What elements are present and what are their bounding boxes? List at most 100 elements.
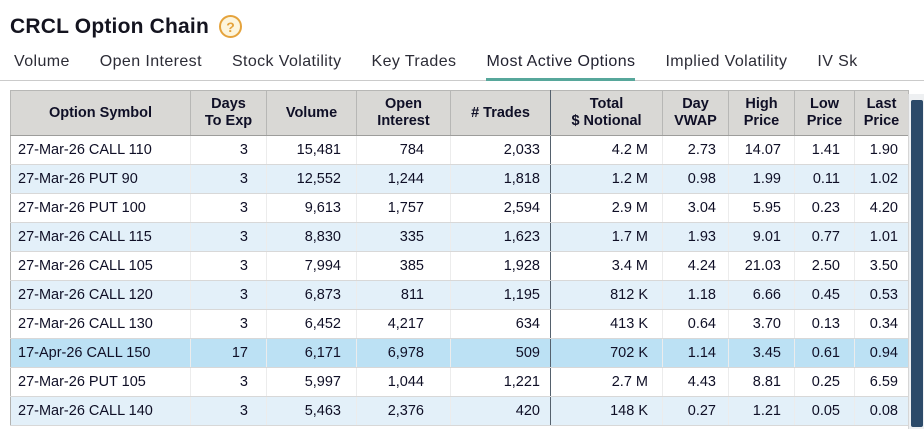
cell-days-to-exp: 3 bbox=[190, 251, 267, 281]
cell-symbol: 17-Apr-26 CALL 150 bbox=[10, 338, 191, 368]
cell-volume: 15,481 bbox=[266, 135, 357, 165]
cell-symbol: 27-Mar-26 CALL 110 bbox=[10, 135, 191, 165]
cell-high-price: 8.81 bbox=[728, 367, 795, 397]
table-row[interactable]: 27-Mar-26 PUT 100 3 9,613 1,757 2,594 2.9 M 3.… bbox=[10, 193, 909, 223]
cell-trades: 1,195 bbox=[450, 280, 551, 310]
cell-last-price: 1.01 bbox=[854, 222, 909, 252]
cell-trades: 634 bbox=[450, 309, 551, 339]
column-header[interactable]: Option Symbol bbox=[10, 90, 191, 136]
options-table: Option Symbol Days To Exp Volume Open Inter… bbox=[10, 90, 909, 426]
table-row[interactable]: 27-Mar-26 PUT 105 3 5,997 1,044 1,221 2.7 M 4.… bbox=[10, 367, 909, 397]
table-row[interactable]: 27-Mar-26 CALL 140 3 5,463 2,376 420 148 K 0.2… bbox=[10, 396, 909, 426]
column-header[interactable]: Days To Exp bbox=[190, 90, 267, 136]
cell-low-price: 0.13 bbox=[794, 309, 855, 339]
cell-low-price: 0.11 bbox=[794, 164, 855, 194]
cell-open-interest: 1,044 bbox=[356, 367, 451, 397]
cell-volume: 6,873 bbox=[266, 280, 357, 310]
cell-low-price: 0.61 bbox=[794, 338, 855, 368]
tab-stock-volatility[interactable]: Stock Volatility bbox=[231, 53, 342, 70]
cell-days-to-exp: 3 bbox=[190, 164, 267, 194]
cell-trades: 420 bbox=[450, 396, 551, 426]
cell-high-price: 1.99 bbox=[728, 164, 795, 194]
cell-last-price: 0.94 bbox=[854, 338, 909, 368]
title-row: CRCL Option Chain ? bbox=[0, 0, 924, 40]
help-icon[interactable]: ? bbox=[219, 15, 242, 38]
column-header[interactable]: Open Interest bbox=[356, 90, 451, 136]
cell-high-price: 1.21 bbox=[728, 396, 795, 426]
table-row[interactable]: 27-Mar-26 CALL 130 3 6,452 4,217 634 413 K 0.6… bbox=[10, 309, 909, 339]
table-body: 27-Mar-26 CALL 110 3 15,481 784 2,033 4.2 M 2.… bbox=[10, 135, 909, 426]
scrollbar-thumb[interactable] bbox=[911, 100, 923, 427]
page-title: CRCL Option Chain bbox=[10, 14, 209, 38]
cell-days-to-exp: 3 bbox=[190, 193, 267, 223]
cell-last-price: 0.08 bbox=[854, 396, 909, 426]
column-header[interactable]: Volume bbox=[266, 90, 357, 136]
cell-day-vwap: 0.98 bbox=[662, 164, 729, 194]
tab-iv-sk[interactable]: IV Sk bbox=[817, 53, 858, 70]
cell-days-to-exp: 17 bbox=[190, 338, 267, 368]
cell-trades: 1,928 bbox=[450, 251, 551, 281]
tab-open-interest[interactable]: Open Interest bbox=[99, 53, 202, 70]
cell-symbol: 27-Mar-26 CALL 140 bbox=[10, 396, 191, 426]
cell-volume: 9,613 bbox=[266, 193, 357, 223]
cell-day-vwap: 4.43 bbox=[662, 367, 729, 397]
tab-implied-volatility[interactable]: Implied Volatility bbox=[665, 53, 788, 70]
tab-volume[interactable]: Volume bbox=[14, 53, 70, 70]
cell-volume: 6,452 bbox=[266, 309, 357, 339]
cell-days-to-exp: 3 bbox=[190, 135, 267, 165]
column-header[interactable]: Last Price bbox=[854, 90, 909, 136]
table-wrap: Option Symbol Days To Exp Volume Open Inter… bbox=[10, 90, 909, 426]
cell-days-to-exp: 3 bbox=[190, 367, 267, 397]
cell-total-notional: 1.2 M bbox=[550, 164, 663, 194]
cell-total-notional: 2.7 M bbox=[550, 367, 663, 397]
cell-low-price: 0.25 bbox=[794, 367, 855, 397]
tab-most-active-options[interactable]: Most Active Options bbox=[486, 53, 636, 81]
cell-volume: 5,463 bbox=[266, 396, 357, 426]
cell-open-interest: 6,978 bbox=[356, 338, 451, 368]
cell-volume: 5,997 bbox=[266, 367, 357, 397]
table-row[interactable]: 17-Apr-26 CALL 150 17 6,171 6,978 509 702 K 1.… bbox=[10, 338, 909, 368]
cell-days-to-exp: 3 bbox=[190, 309, 267, 339]
table-row[interactable]: 27-Mar-26 CALL 115 3 8,830 335 1,623 1.7 M 1.9… bbox=[10, 222, 909, 252]
cell-open-interest: 1,757 bbox=[356, 193, 451, 223]
vertical-scrollbar[interactable] bbox=[908, 94, 924, 429]
cell-total-notional: 812 K bbox=[550, 280, 663, 310]
table-row[interactable]: 27-Mar-26 CALL 110 3 15,481 784 2,033 4.2 M 2.… bbox=[10, 135, 909, 165]
cell-days-to-exp: 3 bbox=[190, 280, 267, 310]
cell-high-price: 6.66 bbox=[728, 280, 795, 310]
cell-low-price: 0.45 bbox=[794, 280, 855, 310]
tab-bar: Volume Open Interest Stock Volatility Key T… bbox=[0, 53, 924, 81]
cell-trades: 1,623 bbox=[450, 222, 551, 252]
help-icon-glyph: ? bbox=[226, 18, 235, 35]
cell-volume: 7,994 bbox=[266, 251, 357, 281]
column-header[interactable]: # Trades bbox=[450, 90, 551, 136]
cell-low-price: 0.77 bbox=[794, 222, 855, 252]
cell-volume: 8,830 bbox=[266, 222, 357, 252]
column-header[interactable]: High Price bbox=[728, 90, 795, 136]
column-header[interactable]: Day VWAP bbox=[662, 90, 729, 136]
cell-high-price: 5.95 bbox=[728, 193, 795, 223]
cell-open-interest: 385 bbox=[356, 251, 451, 281]
tab-key-trades[interactable]: Key Trades bbox=[371, 53, 457, 70]
cell-day-vwap: 1.93 bbox=[662, 222, 729, 252]
cell-open-interest: 784 bbox=[356, 135, 451, 165]
table-row[interactable]: 27-Mar-26 PUT 90 3 12,552 1,244 1,818 1.2 M 0.… bbox=[10, 164, 909, 194]
cell-trades: 509 bbox=[450, 338, 551, 368]
column-header[interactable]: Total $ Notional bbox=[550, 90, 663, 136]
column-header[interactable]: Low Price bbox=[794, 90, 855, 136]
cell-total-notional: 702 K bbox=[550, 338, 663, 368]
cell-high-price: 3.70 bbox=[728, 309, 795, 339]
table-row[interactable]: 27-Mar-26 CALL 120 3 6,873 811 1,195 812 K 1.1… bbox=[10, 280, 909, 310]
cell-day-vwap: 3.04 bbox=[662, 193, 729, 223]
cell-total-notional: 3.4 M bbox=[550, 251, 663, 281]
cell-last-price: 0.34 bbox=[854, 309, 909, 339]
cell-low-price: 1.41 bbox=[794, 135, 855, 165]
table-row[interactable]: 27-Mar-26 CALL 105 3 7,994 385 1,928 3.4 M 4.2… bbox=[10, 251, 909, 281]
cell-open-interest: 1,244 bbox=[356, 164, 451, 194]
cell-high-price: 3.45 bbox=[728, 338, 795, 368]
cell-day-vwap: 0.64 bbox=[662, 309, 729, 339]
cell-low-price: 0.05 bbox=[794, 396, 855, 426]
cell-symbol: 27-Mar-26 PUT 90 bbox=[10, 164, 191, 194]
cell-open-interest: 811 bbox=[356, 280, 451, 310]
cell-day-vwap: 0.27 bbox=[662, 396, 729, 426]
